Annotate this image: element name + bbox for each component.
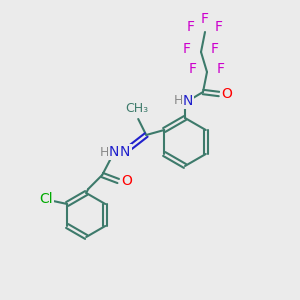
Text: F: F [187, 20, 195, 34]
Text: F: F [183, 42, 191, 56]
Text: Cl: Cl [39, 192, 53, 206]
Text: O: O [222, 87, 232, 101]
Text: H: H [173, 94, 183, 107]
Text: F: F [215, 20, 223, 34]
Text: H: H [100, 146, 109, 158]
Text: N: N [120, 145, 130, 159]
Text: F: F [189, 62, 197, 76]
Text: CH₃: CH₃ [126, 103, 149, 116]
Text: F: F [217, 62, 225, 76]
Text: F: F [201, 12, 209, 26]
Text: N: N [109, 145, 119, 159]
Text: O: O [121, 174, 132, 188]
Text: F: F [211, 42, 219, 56]
Text: N: N [183, 94, 193, 108]
